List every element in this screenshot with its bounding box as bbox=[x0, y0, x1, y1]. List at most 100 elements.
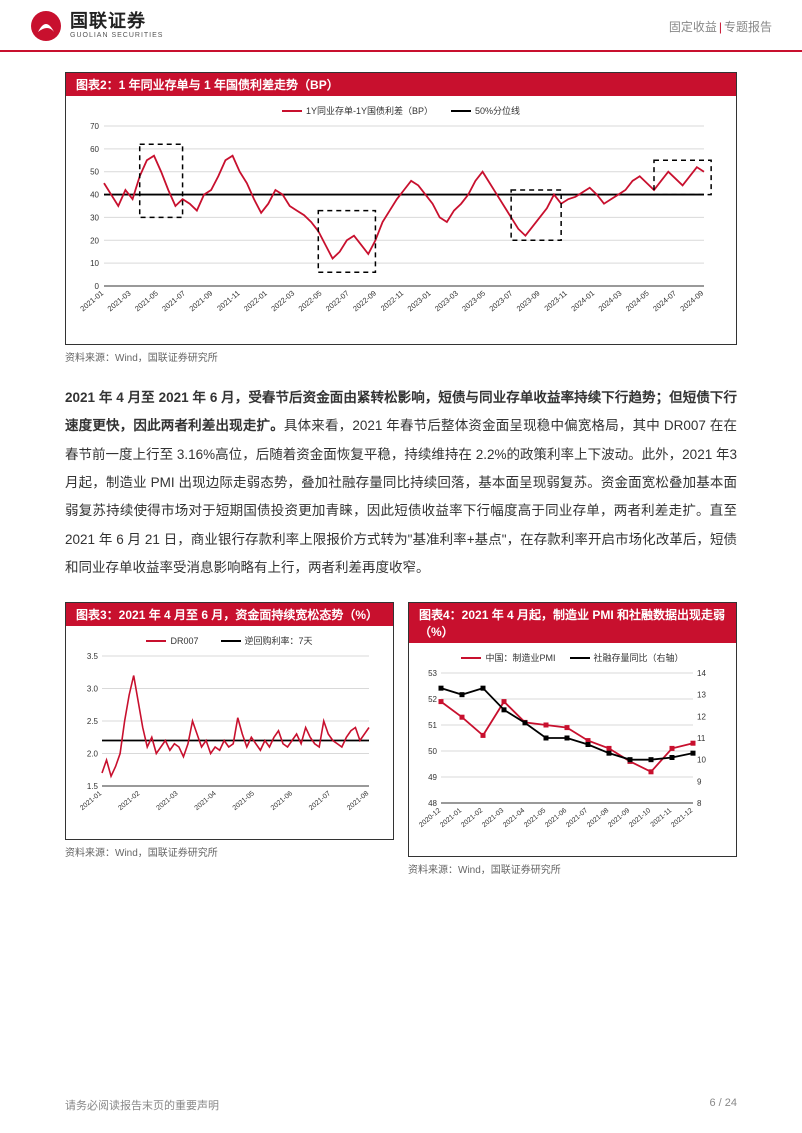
page-content: 图表2：1 年同业存单与 1 年国债利差走势（BP） 1Y同业存单-1Y国债利差… bbox=[0, 52, 802, 896]
chart-2-svg: 0102030405060702021-012021-032021-052021… bbox=[74, 121, 714, 331]
logo-text: 国联证券 GUOLIAN SECURITIES bbox=[70, 12, 163, 39]
svg-text:11: 11 bbox=[697, 734, 706, 743]
charts-row: 图表3：2021 年 4 月至 6 月，资金面持续宽松态势（%） DR007 逆… bbox=[65, 602, 737, 896]
svg-text:12: 12 bbox=[697, 713, 706, 722]
svg-text:48: 48 bbox=[428, 799, 437, 808]
svg-text:2021-06: 2021-06 bbox=[544, 808, 568, 830]
svg-text:2021-07: 2021-07 bbox=[308, 791, 332, 813]
svg-text:2021-04: 2021-04 bbox=[502, 808, 526, 830]
svg-text:40: 40 bbox=[90, 191, 99, 200]
chart-2-box: 图表2：1 年同业存单与 1 年国债利差走势（BP） 1Y同业存单-1Y国债利差… bbox=[65, 72, 737, 345]
chart-2-legend: 1Y同业存单-1Y国债利差（BP） 50%分位线 bbox=[74, 104, 728, 117]
legend-item: DR007 bbox=[146, 634, 198, 647]
legend-item: 逆回购利率：7天 bbox=[221, 634, 313, 647]
svg-text:2021-11: 2021-11 bbox=[650, 808, 674, 830]
svg-text:50: 50 bbox=[90, 168, 99, 177]
svg-text:53: 53 bbox=[428, 669, 437, 678]
chart-3-svg: 1.52.02.53.03.52021-012021-022021-032021… bbox=[74, 651, 374, 826]
svg-text:2.0: 2.0 bbox=[87, 750, 99, 759]
svg-text:2021-09: 2021-09 bbox=[607, 808, 631, 830]
chart-4-body: 中国：制造业PMI 社融存量同比（右轴） 48 49 50 51 52 53 8 9 10 11 1… bbox=[409, 643, 736, 856]
chart-4-title: 图表4：2021 年 4 月起，制造业 PMI 和社融数据出现走弱（%） bbox=[409, 603, 736, 643]
chart-3-legend: DR007 逆回购利率：7天 bbox=[74, 634, 385, 647]
svg-text:50: 50 bbox=[428, 747, 437, 756]
svg-text:2021-04: 2021-04 bbox=[194, 791, 218, 813]
svg-text:2021-08: 2021-08 bbox=[346, 791, 370, 813]
doc-classification: 固定收益|专题报告 bbox=[669, 18, 772, 35]
svg-text:10: 10 bbox=[90, 259, 99, 268]
svg-text:2021-05: 2021-05 bbox=[523, 808, 547, 830]
svg-text:2021-06: 2021-06 bbox=[270, 791, 294, 813]
chart-4-box: 图表4：2021 年 4 月起，制造业 PMI 和社融数据出现走弱（%） 中国：… bbox=[408, 602, 737, 857]
chart-4-source: 资料来源：Wind，国联证券研究所 bbox=[408, 861, 737, 876]
chart-3-col: 图表3：2021 年 4 月至 6 月，资金面持续宽松态势（%） DR007 逆… bbox=[65, 602, 394, 896]
logo-en: GUOLIAN SECURITIES bbox=[70, 32, 163, 40]
svg-text:2022-07: 2022-07 bbox=[324, 289, 351, 314]
svg-text:70: 70 bbox=[90, 122, 99, 131]
chart-4-legend: 中国：制造业PMI 社融存量同比（右轴） bbox=[417, 651, 728, 664]
svg-text:2022-05: 2022-05 bbox=[297, 289, 324, 314]
svg-text:2022-01: 2022-01 bbox=[242, 289, 269, 314]
svg-text:60: 60 bbox=[90, 145, 99, 154]
svg-text:1.5: 1.5 bbox=[87, 782, 99, 791]
svg-text:2023-09: 2023-09 bbox=[515, 289, 542, 314]
svg-text:2021-03: 2021-03 bbox=[481, 808, 505, 830]
chart-2-title: 图表2：1 年同业存单与 1 年国债利差走势（BP） bbox=[66, 73, 736, 96]
legend-item: 50%分位线 bbox=[451, 104, 520, 117]
svg-text:2021-08: 2021-08 bbox=[586, 808, 610, 830]
svg-text:2021-07: 2021-07 bbox=[160, 289, 187, 314]
svg-text:2024-01: 2024-01 bbox=[569, 289, 596, 314]
legend-item: 中国：制造业PMI bbox=[461, 651, 555, 664]
svg-text:2023-03: 2023-03 bbox=[433, 289, 460, 314]
doc-type: 专题报告 bbox=[724, 20, 772, 34]
page-header: 国联证券 GUOLIAN SECURITIES 固定收益|专题报告 bbox=[0, 0, 802, 52]
svg-text:2022-03: 2022-03 bbox=[269, 289, 296, 314]
svg-text:2021-07: 2021-07 bbox=[565, 808, 589, 830]
paragraph-rest: 具体来看，2021 年春节后整体资金面呈现稳中偏宽格局，其中 DR007 在在春… bbox=[65, 418, 737, 575]
svg-text:2024-05: 2024-05 bbox=[624, 289, 651, 314]
svg-text:2023-11: 2023-11 bbox=[542, 289, 568, 313]
logo-cn: 国联证券 bbox=[70, 12, 163, 32]
svg-text:51: 51 bbox=[428, 721, 437, 730]
chart-4-col: 图表4：2021 年 4 月起，制造业 PMI 和社融数据出现走弱（%） 中国：… bbox=[408, 602, 737, 896]
svg-text:2024-07: 2024-07 bbox=[651, 289, 678, 314]
body-paragraph: 2021 年 4 月至 2021 年 6 月，受春节后资金面由紧转松影响，短债与… bbox=[65, 384, 737, 582]
svg-text:2021-05: 2021-05 bbox=[133, 289, 160, 314]
svg-text:2.5: 2.5 bbox=[87, 717, 99, 726]
chart-3-source: 资料来源：Wind，国联证券研究所 bbox=[65, 844, 394, 859]
chart-3-box: 图表3：2021 年 4 月至 6 月，资金面持续宽松态势（%） DR007 逆… bbox=[65, 602, 394, 840]
page-footer: 请务必阅读报告末页的重要声明 6 / 24 bbox=[65, 1097, 737, 1113]
company-logo-icon bbox=[30, 10, 62, 42]
svg-text:9: 9 bbox=[697, 778, 702, 787]
svg-text:2022-09: 2022-09 bbox=[351, 289, 378, 314]
svg-text:2020-12: 2020-12 bbox=[418, 808, 442, 830]
svg-text:2021-01: 2021-01 bbox=[78, 289, 105, 314]
svg-text:2022-11: 2022-11 bbox=[379, 289, 405, 313]
legend-item: 社融存量同比（右轴） bbox=[570, 651, 684, 664]
svg-text:2021-01: 2021-01 bbox=[439, 808, 463, 830]
svg-text:2024-03: 2024-03 bbox=[597, 289, 624, 314]
svg-text:2021-02: 2021-02 bbox=[460, 808, 484, 830]
footer-page: 6 / 24 bbox=[709, 1097, 737, 1113]
svg-text:8: 8 bbox=[697, 799, 702, 808]
svg-text:2021-10: 2021-10 bbox=[628, 808, 652, 830]
svg-text:2023-05: 2023-05 bbox=[460, 289, 487, 314]
chart-3-body: DR007 逆回购利率：7天 1.52.02.53.03.52021-01202… bbox=[66, 626, 393, 839]
svg-text:2021-03: 2021-03 bbox=[106, 289, 133, 314]
svg-text:2021-11: 2021-11 bbox=[215, 289, 241, 313]
svg-text:10: 10 bbox=[697, 756, 706, 765]
svg-text:2021-05: 2021-05 bbox=[232, 791, 256, 813]
chart-3-title: 图表3：2021 年 4 月至 6 月，资金面持续宽松态势（%） bbox=[66, 603, 393, 626]
svg-text:30: 30 bbox=[90, 213, 99, 222]
footer-disclaimer: 请务必阅读报告末页的重要声明 bbox=[65, 1097, 219, 1113]
svg-text:2023-01: 2023-01 bbox=[406, 289, 433, 314]
svg-text:52: 52 bbox=[428, 695, 437, 704]
svg-text:2021-12: 2021-12 bbox=[670, 808, 694, 830]
legend-item: 1Y同业存单-1Y国债利差（BP） bbox=[282, 104, 433, 117]
svg-text:2021-01: 2021-01 bbox=[79, 791, 103, 813]
svg-text:49: 49 bbox=[428, 773, 437, 782]
svg-text:2021-09: 2021-09 bbox=[188, 289, 215, 314]
svg-text:2021-03: 2021-03 bbox=[155, 791, 179, 813]
chart-2-body: 1Y同业存单-1Y国债利差（BP） 50%分位线 010203040506070… bbox=[66, 96, 736, 344]
chart-2-source: 资料来源：Wind，国联证券研究所 bbox=[65, 349, 737, 364]
